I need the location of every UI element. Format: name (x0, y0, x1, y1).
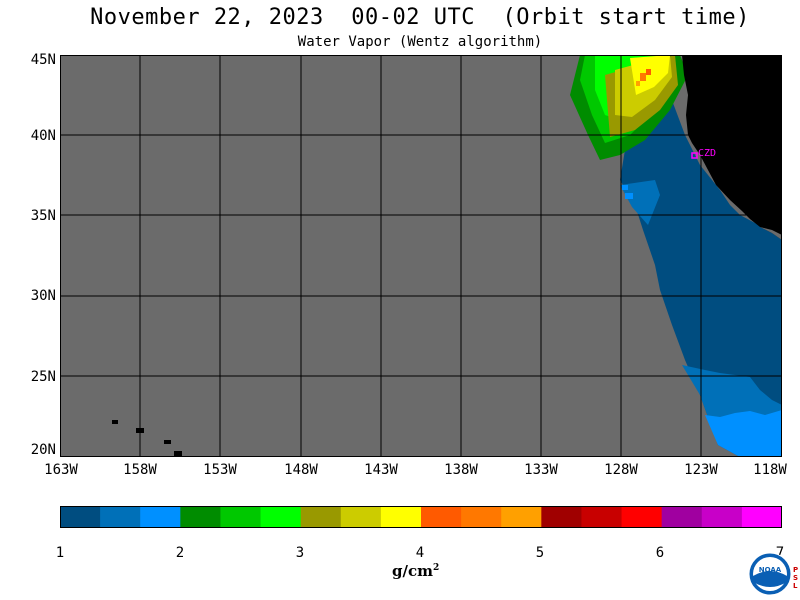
colorbar-cell (541, 506, 582, 528)
island-kauai (112, 420, 118, 424)
colorbar-tick-3: 3 (295, 545, 305, 561)
vapor-cell-light-blue-a (625, 193, 633, 199)
colorbar-cell (741, 506, 782, 528)
vapor-band-light-blue (705, 410, 782, 457)
lon-label-138w: 138W (444, 462, 478, 478)
land-north-america (682, 55, 782, 240)
colorbar-cell (340, 506, 382, 528)
colorbar-cell (501, 506, 542, 528)
lon-label-143w: 143W (364, 462, 398, 478)
colorbar-cell (421, 506, 462, 528)
colorbar-cell (140, 506, 181, 528)
station-label: CZD (698, 148, 716, 159)
colorbar-unit: g/cm2 (392, 562, 440, 580)
graticule (60, 55, 782, 457)
colorbar-cell (220, 506, 262, 528)
page-title: November 22, 2023 00-02 UTC (Orbit start… (90, 5, 750, 30)
colorbar-cell (621, 506, 663, 528)
vapor-cell-orange-a (640, 73, 646, 81)
colorbar-cell (60, 506, 101, 528)
colorbar-tick-4: 4 (415, 545, 425, 561)
lat-label-30n: 30N (30, 288, 56, 304)
lat-label-40n: 40N (30, 128, 56, 144)
colorbar-cell (300, 506, 342, 528)
station-marker-icon (691, 152, 698, 159)
vapor-cell-orange-c (636, 81, 640, 86)
vapor-band-dark-blue (600, 55, 782, 457)
vapor-patch-mid-blue-north (620, 180, 660, 225)
colorbar-tick-1: 1 (55, 545, 65, 561)
vapor-cell-orange-b (646, 69, 651, 75)
colorbar-cell (180, 506, 221, 528)
island-hawaii (174, 451, 182, 457)
logo-text: NOAA (759, 566, 782, 574)
colorbar-cell (380, 506, 422, 528)
lat-label-20n: 20N (30, 442, 56, 458)
lon-label-148w: 148W (284, 462, 318, 478)
colorbar-cell (581, 506, 623, 528)
colorbar-cell (701, 506, 743, 528)
colorbar-tick-6: 6 (655, 545, 665, 561)
colorbar-tick-2: 2 (175, 545, 185, 561)
colorbar-tick-7: 7 (775, 545, 785, 561)
lat-label-35n: 35N (30, 208, 56, 224)
lon-label-133w: 133W (524, 462, 558, 478)
lat-label-45n: 45N (30, 52, 56, 68)
lon-label-128w: 128W (604, 462, 638, 478)
island-maui (164, 440, 171, 444)
noaa-logo: NOAA (748, 552, 792, 596)
colorbar-tick-5: 5 (535, 545, 545, 561)
lat-label-25n: 25N (30, 369, 56, 385)
lon-label-158w: 158W (123, 462, 157, 478)
colorbar-cell (461, 506, 502, 528)
land-baja-edge (760, 227, 782, 240)
colorbar-cell (100, 506, 141, 528)
lon-label-163w: 163W (44, 462, 78, 478)
lon-label-123w: 123W (684, 462, 718, 478)
lon-label-153w: 153W (203, 462, 237, 478)
psl-mark: P S L (793, 566, 799, 590)
colorbar-cell (260, 506, 302, 528)
colorbar (60, 506, 782, 528)
water-vapor-map: CZD (60, 55, 782, 457)
vapor-cell-light-blue-b (622, 185, 628, 190)
colorbar-cell (661, 506, 703, 528)
map-subtitle: Water Vapor (Wentz algorithm) (297, 34, 543, 50)
lon-label-118w: 118W (753, 462, 787, 478)
